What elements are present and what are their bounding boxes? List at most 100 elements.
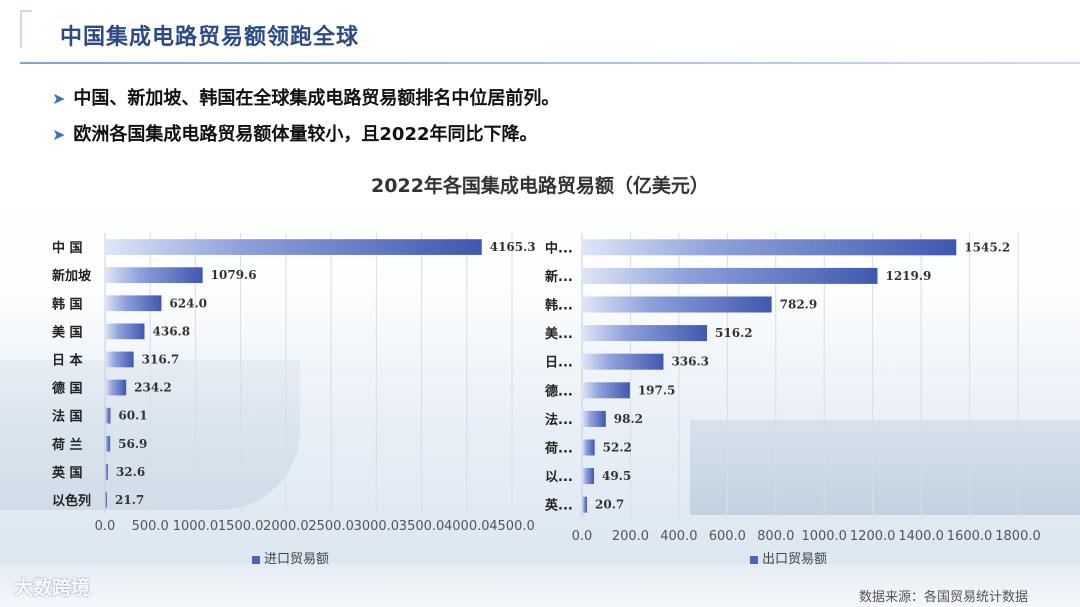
export-data-label: 782.9 <box>780 298 818 312</box>
bullet-text-2: 欧洲各国集成电路贸易额体量较小，且2022年同比下降。 <box>73 124 538 145</box>
footer-band <box>0 563 1080 607</box>
export-tick-label: 600.0 <box>709 529 746 544</box>
import-bar <box>105 379 127 396</box>
bullet-item-2: ➤ 欧洲各国集成电路贸易额体量较小，且2022年同比下降。 <box>52 120 538 146</box>
legend-import: 进口贸易额 <box>252 548 329 567</box>
export-bar <box>582 296 772 313</box>
import-category-label: 以色列 <box>52 493 91 509</box>
import-bar <box>105 239 482 255</box>
export-bar <box>582 325 708 342</box>
import-bar <box>105 435 111 452</box>
import-data-label: 60.1 <box>118 409 147 423</box>
export-tick-label: 1000.0 <box>801 529 847 544</box>
export-tick-label: 1400.0 <box>898 529 944 544</box>
export-category-label: 以... <box>545 470 573 485</box>
import-data-label: 436.8 <box>153 324 191 338</box>
export-bar <box>582 382 630 399</box>
import-tick-label: 4000.0 <box>444 519 490 534</box>
import-bar <box>105 492 107 508</box>
import-tick-label: 3000.0 <box>354 519 400 534</box>
brand-logo-text: 大数跨境 <box>14 577 91 599</box>
export-data-label: 336.3 <box>671 355 709 369</box>
import-data-label: 32.6 <box>116 465 145 479</box>
export-data-label: 1545.2 <box>964 240 1010 254</box>
import-category-label: 新加坡 <box>52 268 92 284</box>
legend-swatch-export <box>750 555 758 564</box>
export-tick-label: 0.0 <box>572 529 593 544</box>
import-data-label: 234.2 <box>134 381 172 395</box>
export-category-label: 德... <box>545 383 573 399</box>
chevron-right-icon: ➤ <box>52 89 66 108</box>
import-bar <box>105 463 108 480</box>
import-category-label: 美 国 <box>52 324 83 340</box>
page-title: 中国集成电路贸易额领跑全球 <box>60 25 360 50</box>
export-data-label: 98.2 <box>614 412 643 426</box>
export-bar <box>582 353 664 370</box>
import-category-label: 英 国 <box>51 465 83 481</box>
import-tick-label: 3500.0 <box>399 519 445 534</box>
export-tick-label: 800.0 <box>757 529 794 544</box>
export-category-label: 新... <box>545 269 573 285</box>
import-category-label: 日 本 <box>52 352 83 368</box>
import-bar <box>105 267 203 284</box>
export-tick-label: 1600.0 <box>947 529 993 544</box>
import-tick-label: 0.0 <box>95 519 116 534</box>
export-tick-label: 400.0 <box>660 529 697 544</box>
brand-logo: 大数跨境 <box>14 573 90 600</box>
import-tick-label: 1500.0 <box>218 519 264 534</box>
bullet-text-1: 中国、新加坡、韩国在全球集成电路贸易额排名中位居前列。 <box>73 88 560 109</box>
import-category-label: 荷 兰 <box>51 437 83 453</box>
import-tick-label: 4500.0 <box>489 519 535 534</box>
export-category-label: 荷... <box>544 441 573 457</box>
import-tick-label: 1000.0 <box>173 519 219 534</box>
title-corner-decoration <box>20 10 32 48</box>
data-source: 数据来源：各国贸易统计数据 <box>858 590 1028 605</box>
chart-title: 2022年各国集成电路贸易额（亿美元） <box>371 175 709 197</box>
import-bar <box>105 323 145 340</box>
import-data-label: 624.0 <box>169 296 207 310</box>
export-data-label: 20.7 <box>595 498 624 512</box>
import-bar <box>105 295 162 312</box>
import-tick-label: 500.0 <box>132 519 169 534</box>
legend-label-export: 出口贸易额 <box>762 552 828 567</box>
import-data-label: 1079.6 <box>211 268 257 282</box>
export-category-label: 日... <box>545 356 573 371</box>
export-data-label: 516.2 <box>715 326 753 340</box>
export-data-label: 52.2 <box>603 441 632 455</box>
export-category-label: 英... <box>544 498 573 514</box>
import-data-label: 56.9 <box>118 437 147 451</box>
export-data-label: 197.5 <box>638 383 676 397</box>
export-category-label: 法... <box>545 412 573 428</box>
export-bar <box>582 267 878 284</box>
export-data-label: 1219.9 <box>885 269 931 283</box>
title-underline <box>20 62 1080 64</box>
bullet-item-1: ➤ 中国、新加坡、韩国在全球集成电路贸易额排名中位居前列。 <box>52 84 559 110</box>
legend-swatch-import <box>252 555 260 564</box>
export-category-label: 美... <box>545 326 573 342</box>
legend-export: 出口贸易额 <box>750 548 827 567</box>
background-ship-right <box>690 420 1080 515</box>
export-bar <box>582 439 595 456</box>
import-bar <box>105 351 134 368</box>
import-tick-label: 2500.0 <box>308 519 354 534</box>
import-category-label: 德 国 <box>52 381 83 397</box>
import-data-label: 316.7 <box>142 352 180 366</box>
export-tick-label: 200.0 <box>612 529 649 544</box>
import-data-label: 4165.3 <box>490 240 536 254</box>
export-bar <box>582 496 588 513</box>
export-bar <box>582 410 606 427</box>
chevron-right-icon: ➤ <box>52 125 66 144</box>
export-data-label: 49.5 <box>602 469 631 483</box>
import-data-label: 21.7 <box>115 493 144 507</box>
export-category-label: 中... <box>545 240 573 256</box>
import-tick-label: 2000.0 <box>263 519 309 534</box>
export-bar <box>582 468 594 485</box>
import-category-label: 韩 国 <box>52 296 83 312</box>
legend-label-import: 进口贸易额 <box>264 552 330 567</box>
import-bar <box>105 407 111 424</box>
export-bar <box>582 239 957 256</box>
import-category-label: 中 国 <box>52 240 83 256</box>
import-category-label: 法 国 <box>52 409 83 425</box>
export-category-label: 韩... <box>545 298 573 314</box>
